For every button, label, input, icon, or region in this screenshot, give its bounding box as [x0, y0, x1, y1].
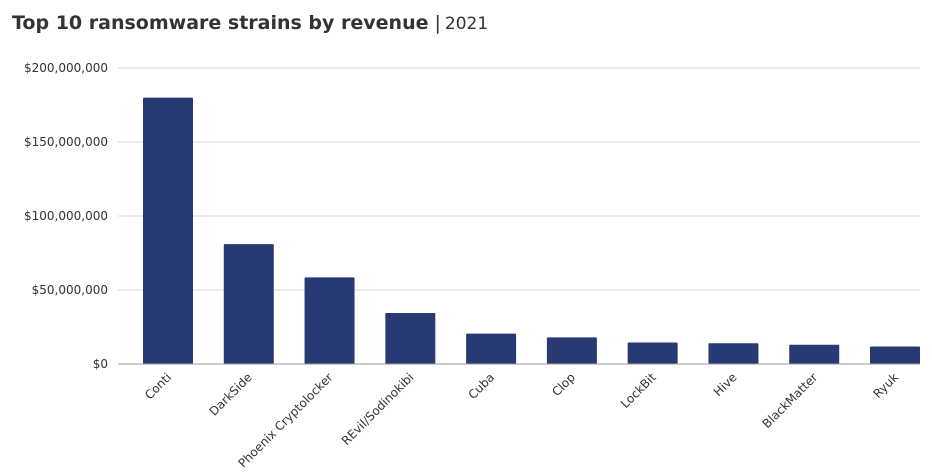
bar-ryuk — [870, 346, 920, 364]
chart-title-main: Top 10 ransomware strains by revenue — [12, 12, 429, 34]
x-tick-label: Cuba — [465, 370, 497, 402]
bars — [143, 97, 920, 364]
chart-title: Top 10 ransomware strains by revenue | 202… — [12, 12, 488, 34]
bar-darkside — [223, 244, 274, 364]
x-tick-label: Ryuk — [870, 370, 901, 401]
bar-blackmatter — [789, 344, 840, 364]
bar-clop — [546, 337, 597, 364]
bar-conti — [143, 97, 193, 364]
y-tick-label: $200,000,000 — [24, 61, 108, 75]
x-tick-label: Phoenix Cryptolocker — [236, 370, 336, 470]
y-tick-label: $50,000,000 — [32, 283, 108, 297]
title-separator: | — [434, 12, 441, 34]
x-tick-label: DarkSide — [207, 370, 255, 418]
y-axis-ticks: $0 $50,000,000 $100,000,000 $150,000,000 $20… — [24, 61, 108, 371]
bar-revil-sodinokibi — [385, 312, 436, 364]
bar-hive — [708, 343, 759, 364]
bar-lockbit — [627, 342, 678, 364]
y-tick-label: $100,000,000 — [24, 209, 108, 223]
x-tick-label: Hive — [711, 370, 740, 399]
x-tick-label: REvil/Sodinokibi — [339, 370, 417, 448]
x-tick-label: Conti — [142, 370, 174, 402]
bar-phoenix-cryptolocker — [304, 277, 355, 364]
bar-cuba — [466, 333, 517, 364]
x-tick-label: BlackMatter — [760, 370, 821, 431]
chart-subtitle: 2021 — [444, 14, 489, 34]
y-tick-label: $0 — [93, 357, 108, 371]
x-tick-label: Clop — [549, 370, 578, 399]
y-tick-label: $150,000,000 — [24, 135, 108, 149]
x-tick-label: LockBit — [618, 370, 659, 411]
